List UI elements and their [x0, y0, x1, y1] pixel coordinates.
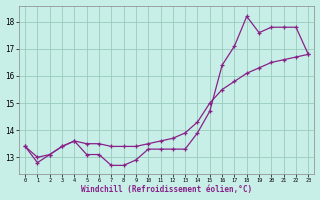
- X-axis label: Windchill (Refroidissement éolien,°C): Windchill (Refroidissement éolien,°C): [81, 185, 252, 194]
